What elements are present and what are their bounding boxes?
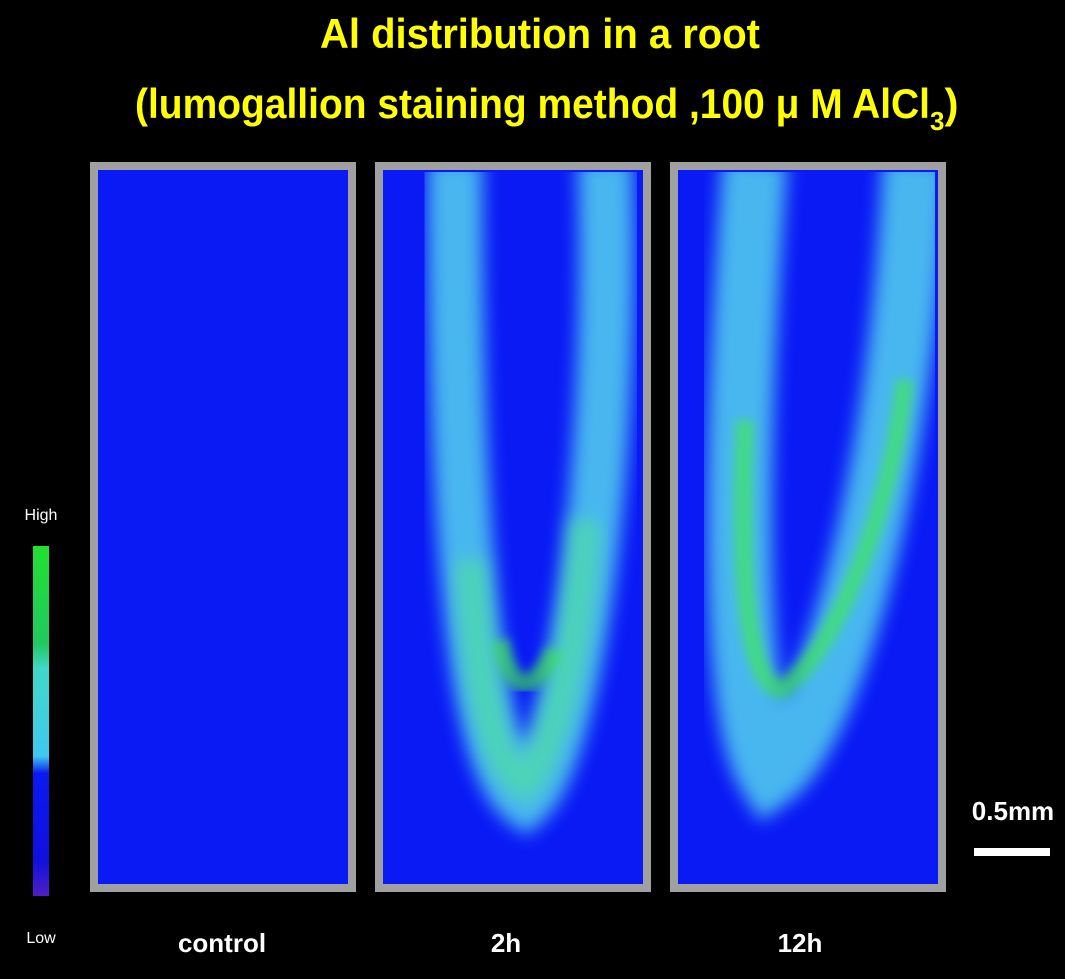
panel-label: 12h: [778, 928, 823, 958]
title-subscript: 3: [930, 106, 944, 136]
title-closing: ): [944, 80, 958, 127]
figure: Al distribution in a root (lumogallion s…: [0, 0, 1065, 979]
panel-label: control: [178, 928, 266, 958]
scale-bar: [974, 848, 1050, 856]
color-bar: [33, 546, 49, 896]
colorbar-low: Low: [26, 930, 56, 947]
colorbar-high: High: [25, 507, 58, 524]
panel-label: 2h: [491, 928, 521, 958]
title-line1: Al distribution in a root: [320, 10, 760, 57]
page: {"title": {"line1": "Al distribution in …: [0, 0, 1065, 979]
title-text: (lumogallion staining method ,100 μ M Al…: [135, 80, 930, 127]
panel-control: [94, 166, 352, 888]
scale-bar-label: 0.5mm: [972, 796, 1054, 826]
